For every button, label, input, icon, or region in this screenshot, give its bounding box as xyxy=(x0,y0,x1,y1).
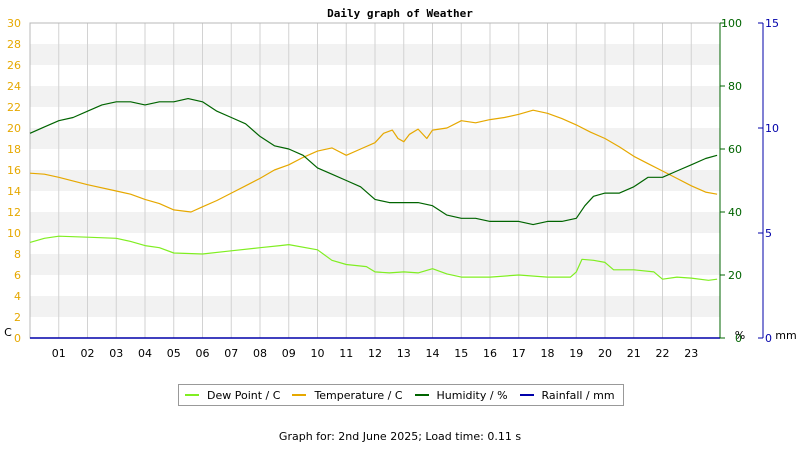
humidity-axis-unit: % xyxy=(735,329,745,342)
humidity-tick-label: 100 xyxy=(721,17,742,30)
left-tick-label: 10 xyxy=(7,227,21,240)
humidity-series-line xyxy=(29,97,718,226)
left-tick-label: 12 xyxy=(7,206,21,219)
left-axis-unit: C xyxy=(4,326,12,339)
legend-label: Dew Point / C xyxy=(207,388,281,402)
chart-title: Daily graph of Weather xyxy=(327,7,473,20)
x-tick-label: 16 xyxy=(483,347,497,360)
footer-text: Graph for: 2nd June 2025; Load time: 0.1… xyxy=(278,430,522,443)
x-tick-label: 06 xyxy=(196,347,210,360)
left-tick-label: 30 xyxy=(7,17,21,30)
humidity-tick-label: 80 xyxy=(728,80,742,93)
legend-item: Rainfall / mm xyxy=(519,388,615,402)
temperature-series-line xyxy=(29,109,718,213)
chart-legend: Dew Point / C Temperature / C Humidity / %… xyxy=(178,384,624,406)
dew-point-series-line xyxy=(29,235,718,281)
x-tick-label: 18 xyxy=(541,347,555,360)
x-tick-label: 02 xyxy=(81,347,95,360)
x-tick-label: 17 xyxy=(512,347,526,360)
x-tick-label: 19 xyxy=(569,347,583,360)
x-tick-label: 08 xyxy=(253,347,267,360)
rainfall-tick-label: 15 xyxy=(765,17,779,30)
left-tick-label: 20 xyxy=(7,122,21,135)
x-tick-label: 01 xyxy=(52,347,66,360)
legend-label: Rainfall / mm xyxy=(541,388,615,402)
legend-item: Humidity / % xyxy=(414,388,508,402)
rainfall-tick-label: 0 xyxy=(765,332,772,345)
x-tick-label: 13 xyxy=(397,347,411,360)
rainfall-axis-unit: mm xyxy=(775,329,796,342)
x-tick-label: 15 xyxy=(454,347,468,360)
left-tick-label: 26 xyxy=(7,59,21,72)
humidity-tick-label: 40 xyxy=(728,206,742,219)
humidity-tick-label: 0 xyxy=(735,332,742,345)
left-tick-label: 6 xyxy=(14,269,21,282)
legend-swatch xyxy=(414,394,429,396)
rainfall-tick-label: 5 xyxy=(765,227,772,240)
legend-swatch xyxy=(519,394,534,396)
x-tick-label: 07 xyxy=(224,347,238,360)
left-tick-label: 24 xyxy=(7,80,21,93)
left-tick-label: 2 xyxy=(14,311,21,324)
left-tick-label: 28 xyxy=(7,38,21,51)
x-tick-label: 21 xyxy=(627,347,641,360)
legend-label: Temperature / C xyxy=(314,388,403,402)
x-tick-label: 09 xyxy=(282,347,296,360)
left-tick-label: 18 xyxy=(7,143,21,156)
x-tick-label: 04 xyxy=(138,347,152,360)
humidity-tick-label: 60 xyxy=(728,143,742,156)
x-tick-label: 22 xyxy=(656,347,670,360)
left-tick-label: 8 xyxy=(14,248,21,261)
legend-item: Temperature / C xyxy=(292,388,403,402)
humidity-tick-label: 20 xyxy=(728,269,742,282)
x-tick-label: 12 xyxy=(368,347,382,360)
left-tick-label: 0 xyxy=(14,332,21,345)
plot-axes: 01 02 03 04 05 06 07 08 09 10 11 12 13 14 15 16 17 18 19 20… xyxy=(7,17,779,360)
legend-swatch xyxy=(292,394,307,396)
x-tick-label: 03 xyxy=(109,347,123,360)
plot-grid xyxy=(29,22,721,339)
legend-swatch xyxy=(185,394,199,396)
left-tick-label: 4 xyxy=(14,290,21,303)
x-tick-label: 23 xyxy=(684,347,698,360)
legend-label: Humidity / % xyxy=(436,388,508,402)
x-tick-label: 14 xyxy=(426,347,440,360)
left-tick-label: 14 xyxy=(7,185,21,198)
x-tick-label: 20 xyxy=(598,347,612,360)
x-tick-label: 10 xyxy=(311,347,325,360)
legend-item: Dew Point / C xyxy=(185,389,280,402)
x-tick-label: 05 xyxy=(167,347,181,360)
plot-series xyxy=(29,97,720,339)
rainfall-tick-label: 10 xyxy=(765,122,779,135)
left-tick-label: 22 xyxy=(7,101,21,114)
x-tick-label: 11 xyxy=(339,347,353,360)
left-tick-label: 16 xyxy=(7,164,21,177)
